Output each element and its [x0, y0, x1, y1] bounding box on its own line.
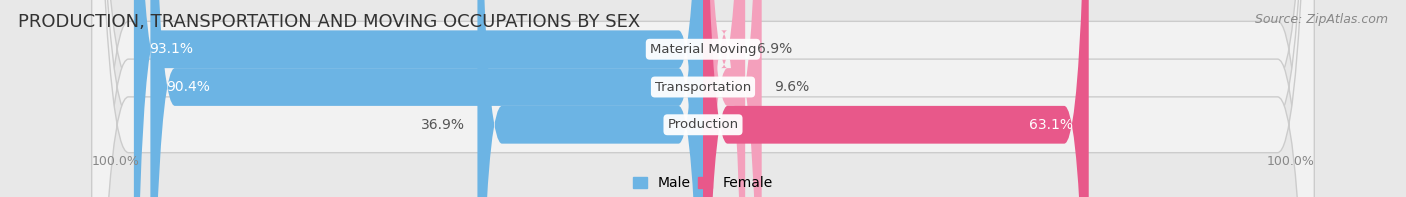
- FancyBboxPatch shape: [703, 0, 745, 197]
- Text: 90.4%: 90.4%: [166, 80, 209, 94]
- Text: PRODUCTION, TRANSPORTATION AND MOVING OCCUPATIONS BY SEX: PRODUCTION, TRANSPORTATION AND MOVING OC…: [18, 13, 641, 31]
- FancyBboxPatch shape: [134, 0, 703, 197]
- FancyBboxPatch shape: [478, 0, 703, 197]
- FancyBboxPatch shape: [91, 0, 1315, 197]
- FancyBboxPatch shape: [150, 0, 703, 197]
- FancyBboxPatch shape: [703, 0, 762, 197]
- Text: Transportation: Transportation: [655, 81, 751, 94]
- Legend: Male, Female: Male, Female: [633, 176, 773, 190]
- Text: 100.0%: 100.0%: [91, 155, 139, 168]
- Text: Production: Production: [668, 118, 738, 131]
- Text: 6.9%: 6.9%: [758, 42, 793, 56]
- Text: Source: ZipAtlas.com: Source: ZipAtlas.com: [1254, 13, 1388, 26]
- Text: 63.1%: 63.1%: [1029, 118, 1073, 132]
- FancyBboxPatch shape: [91, 0, 1315, 197]
- Text: 36.9%: 36.9%: [422, 118, 465, 132]
- Text: 93.1%: 93.1%: [149, 42, 193, 56]
- Text: 9.6%: 9.6%: [773, 80, 810, 94]
- FancyBboxPatch shape: [703, 0, 1088, 197]
- Text: 100.0%: 100.0%: [1267, 155, 1315, 168]
- FancyBboxPatch shape: [91, 0, 1315, 197]
- Text: Material Moving: Material Moving: [650, 43, 756, 56]
